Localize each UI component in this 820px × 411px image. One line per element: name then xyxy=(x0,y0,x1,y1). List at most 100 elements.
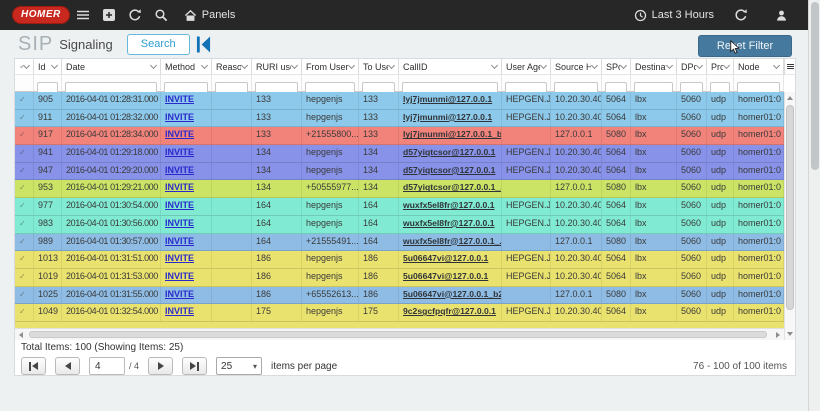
method-link[interactable]: INVITE xyxy=(165,164,195,175)
column-header-method[interactable]: Method xyxy=(161,59,212,75)
method-link[interactable]: INVITE xyxy=(165,182,195,193)
cell-callid[interactable]: wuxfx5el8fr@127.0.0.1 xyxy=(399,198,502,215)
search-icon[interactable] xyxy=(148,0,174,30)
time-range-selector[interactable]: Last 3 Hours xyxy=(634,9,714,22)
sort-caret-icon[interactable] xyxy=(539,61,548,70)
cell-check[interactable]: ✓ xyxy=(15,180,34,198)
cell-callid[interactable]: d57yiqtcsor@127.0.0.1_... xyxy=(399,180,502,198)
column-header-id[interactable]: Id xyxy=(34,59,62,75)
callid-link[interactable]: 5u06647vi@127.0.0.1_b2... xyxy=(403,288,502,299)
table-row[interactable]: ✓ 941 2016-04-01 01:29:18.000 +... INVITE 13… xyxy=(15,145,784,163)
method-link[interactable]: INVITE xyxy=(165,111,195,122)
row-check-icon[interactable]: ✓ xyxy=(19,218,26,228)
sort-caret-icon[interactable] xyxy=(347,61,356,70)
method-link[interactable]: INVITE xyxy=(165,217,195,228)
cell-check[interactable]: ✓ xyxy=(15,198,34,215)
table-row[interactable]: ✓ 911 2016-04-01 01:28:32.000 +... INVITE 13… xyxy=(15,109,784,128)
row-check-icon[interactable]: ✓ xyxy=(19,254,26,264)
column-menu-button[interactable] xyxy=(784,59,795,75)
filter-input-callid[interactable] xyxy=(402,81,498,94)
table-row[interactable]: ✓ 977 2016-04-01 01:30:54.000 +... INVITE 16… xyxy=(15,198,784,216)
callid-link[interactable]: lyj7jmunmi@127.0.0.1_b... xyxy=(403,129,502,140)
reload-icon[interactable] xyxy=(122,0,148,30)
sort-caret-icon[interactable] xyxy=(665,61,674,70)
cell-check[interactable]: ✓ xyxy=(15,286,34,304)
cell-check[interactable]: ✓ xyxy=(15,304,34,321)
cell-callid[interactable]: lyj7jmunmi@127.0.0.1_b... xyxy=(399,127,502,145)
method-link[interactable]: INVITE xyxy=(165,306,195,317)
filter-input-date[interactable] xyxy=(65,81,157,94)
row-check-icon[interactable]: ✓ xyxy=(19,95,26,104)
row-check-icon[interactable]: ✓ xyxy=(19,271,26,281)
callid-link[interactable]: lyj7jmunmi@127.0.0.1 xyxy=(403,94,493,104)
method-link[interactable]: INVITE xyxy=(165,235,195,246)
cell-method[interactable]: INVITE xyxy=(161,304,212,321)
callid-link[interactable]: 5u06647vi@127.0.0.1 xyxy=(403,270,489,281)
method-link[interactable]: INVITE xyxy=(165,288,195,299)
scroll-left-icon[interactable] xyxy=(19,332,23,338)
method-link[interactable]: INVITE xyxy=(165,253,195,264)
user-icon[interactable] xyxy=(768,0,794,30)
sort-caret-icon[interactable] xyxy=(22,61,31,70)
column-header-dport[interactable]: DPort xyxy=(677,59,707,75)
cell-check[interactable]: ✓ xyxy=(15,127,34,145)
cell-check[interactable]: ✓ xyxy=(15,92,34,109)
callid-link[interactable]: d57yiqtcsor@127.0.0.1 xyxy=(403,164,496,175)
first-page-button[interactable] xyxy=(21,357,46,375)
column-header-callid[interactable]: CallID xyxy=(399,59,502,75)
cell-callid[interactable]: 5u06647vi@127.0.0.1 xyxy=(399,251,502,268)
sort-caret-icon[interactable] xyxy=(200,61,209,70)
table-row[interactable]: ✓ 1013 2016-04-01 01:31:51.000 +... INVITE 1… xyxy=(15,251,784,269)
cell-callid[interactable]: 5u06647vi@127.0.0.1_b2... xyxy=(399,286,502,304)
table-row[interactable]: ✓ 917 2016-04-01 01:28:34.000 +... INVITE 13… xyxy=(15,127,784,146)
column-header-date[interactable]: Date xyxy=(62,59,161,75)
cell-check[interactable]: ✓ xyxy=(15,109,34,127)
callid-link[interactable]: d57yiqtcsor@127.0.0.1_... xyxy=(403,182,502,193)
reset-filter-button[interactable]: Reset Filter xyxy=(698,35,792,57)
row-check-icon[interactable]: ✓ xyxy=(19,307,26,317)
cell-check[interactable]: ✓ xyxy=(15,251,34,268)
cell-callid[interactable]: lyj7jmunmi@127.0.0.1 xyxy=(399,92,502,109)
page-scroll-thumb[interactable] xyxy=(811,2,819,170)
cell-callid[interactable]: 5u06647vi@127.0.0.1 xyxy=(399,268,502,286)
cell-method[interactable]: INVITE xyxy=(161,109,212,127)
cell-check[interactable]: ✓ xyxy=(15,215,34,233)
column-header-user_agent[interactable]: User Agent xyxy=(502,59,551,75)
row-check-icon[interactable]: ✓ xyxy=(19,236,26,246)
row-check-icon[interactable]: ✓ xyxy=(19,165,26,175)
sort-caret-icon[interactable] xyxy=(722,61,731,70)
filter-input-to_user[interactable] xyxy=(362,81,395,94)
sort-caret-icon[interactable] xyxy=(290,61,299,70)
row-check-icon[interactable]: ✓ xyxy=(19,183,26,193)
callid-link[interactable]: lyj7jmunmi@127.0.0.1 xyxy=(403,111,493,122)
callid-link[interactable]: wuxfx5el8fr@127.0.0.1 xyxy=(403,217,495,228)
cell-method[interactable]: INVITE xyxy=(161,198,212,215)
table-row[interactable]: ✓ 905 2016-04-01 01:28:31.000 +... INVITE 13… xyxy=(15,92,784,110)
sort-caret-icon[interactable] xyxy=(590,61,599,70)
grid-horizontal-scrollbar[interactable] xyxy=(15,328,784,340)
cell-method[interactable]: INVITE xyxy=(161,92,212,109)
sort-caret-icon[interactable] xyxy=(772,61,781,70)
column-header-to_user[interactable]: To User xyxy=(359,59,399,75)
column-header-ruri_user[interactable]: RURI user xyxy=(252,59,302,75)
table-row[interactable]: ✓ 953 2016-04-01 01:29:21.000 +... INVITE 13… xyxy=(15,180,784,199)
refresh-icon[interactable] xyxy=(728,0,754,30)
row-check-icon[interactable]: ✓ xyxy=(19,112,26,122)
cell-method[interactable]: INVITE xyxy=(161,127,212,145)
horizontal-scroll-thumb[interactable] xyxy=(29,331,767,338)
menu-icon[interactable] xyxy=(70,0,96,30)
cell-callid[interactable]: 9c2sgcfpqfr@127.0.0.1 xyxy=(399,304,502,321)
cell-method[interactable]: INVITE xyxy=(161,286,212,304)
table-row[interactable]: ✓ 1019 2016-04-01 01:31:53.000 +... INVITE 1… xyxy=(15,268,784,287)
method-link[interactable]: INVITE xyxy=(165,129,195,140)
cell-callid[interactable]: lyj7jmunmi@127.0.0.1 xyxy=(399,109,502,127)
sort-caret-icon[interactable] xyxy=(695,61,704,70)
column-header-from_user[interactable]: From User xyxy=(302,59,359,75)
scroll-right-icon[interactable] xyxy=(776,332,780,338)
callid-link[interactable]: 9c2sgcfpqfr@127.0.0.1 xyxy=(403,306,496,317)
callid-link[interactable]: wuxfx5el8fr@127.0.0.1_... xyxy=(403,235,502,246)
cell-check[interactable]: ✓ xyxy=(15,162,34,180)
row-check-icon[interactable]: ✓ xyxy=(19,289,26,299)
filter-input-source_host[interactable] xyxy=(554,81,598,94)
scroll-down-icon[interactable] xyxy=(787,332,793,336)
